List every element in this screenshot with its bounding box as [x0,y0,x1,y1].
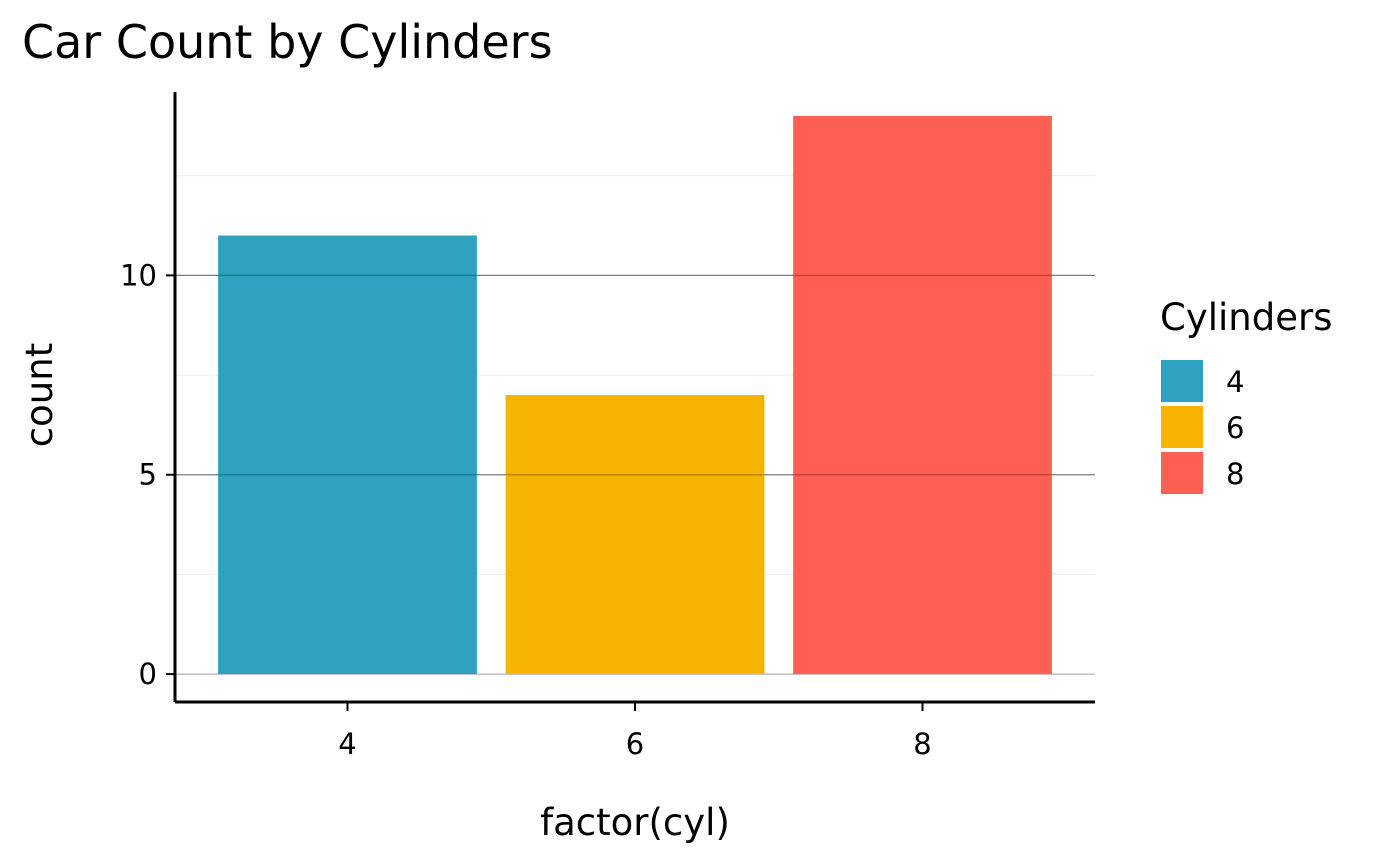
y-tick-label: 0 [139,657,157,691]
chart-title: Car Count by Cylinders [22,15,553,69]
y-tick-label: 5 [139,458,157,492]
x-axis-ticks: 4 6 8 [338,702,932,761]
legend-title: Cylinders [1160,296,1332,339]
bar-8 [793,115,1052,675]
bar-6 [505,395,765,675]
x-axis-title: factor(cyl) [540,801,730,844]
legend-swatch-4 [1161,360,1203,402]
x-tick-label: 6 [626,727,644,761]
legend: Cylinders 4 6 8 [1160,296,1332,494]
bars [175,115,1095,675]
legend-label-6: 6 [1226,411,1244,445]
x-tick-label: 4 [338,727,356,761]
legend-swatch-6 [1161,406,1203,448]
legend-items: 4 6 8 [1161,360,1244,494]
legend-swatch-8 [1161,452,1203,494]
bar-4 [218,235,477,675]
grid-overlay [175,274,1095,476]
x-tick-label: 8 [913,727,931,761]
y-tick-label: 10 [120,258,157,292]
legend-label-4: 4 [1226,365,1244,399]
y-axis-ticks: 0 5 10 [120,258,175,691]
y-axis-title: count [18,343,61,447]
legend-label-8: 8 [1226,457,1244,491]
